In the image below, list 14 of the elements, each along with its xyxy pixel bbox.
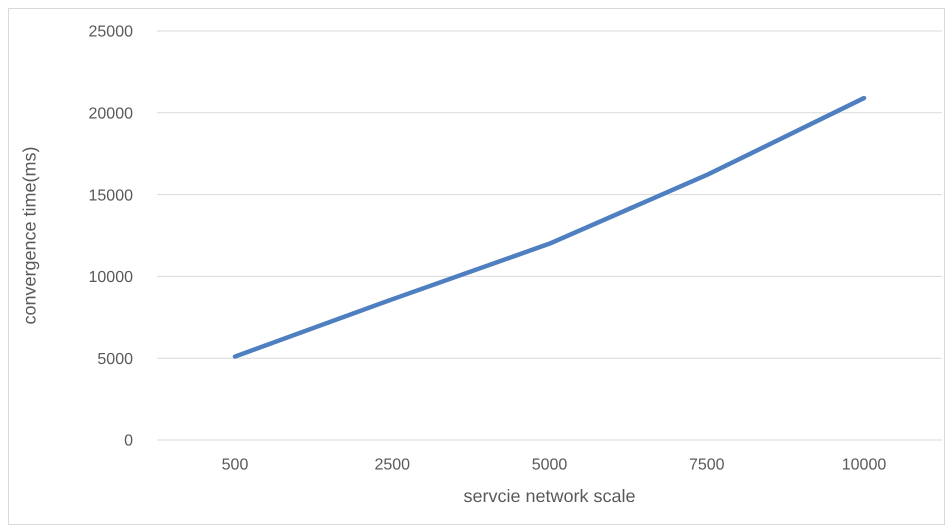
x-tick-label: 10000 — [842, 456, 886, 474]
y-tick-label: 15000 — [88, 187, 134, 204]
x-axis-title: servcie network scale — [463, 486, 636, 506]
line-series — [232, 96, 866, 359]
x-tick-label: 5000 — [532, 456, 568, 474]
x-tick-label: 2500 — [374, 456, 410, 474]
x-tick-label: 7500 — [688, 456, 725, 474]
y-tick-label: 5000 — [97, 350, 134, 368]
y-tick-label: 25000 — [88, 24, 134, 41]
y-tick-label: 20000 — [88, 105, 134, 122]
x-tick-label: 500 — [222, 456, 248, 474]
y-axis-title: convergence time(ms) — [19, 146, 40, 325]
y-tick-label: 10000 — [88, 269, 134, 286]
y-tick-label: 0 — [124, 432, 134, 450]
